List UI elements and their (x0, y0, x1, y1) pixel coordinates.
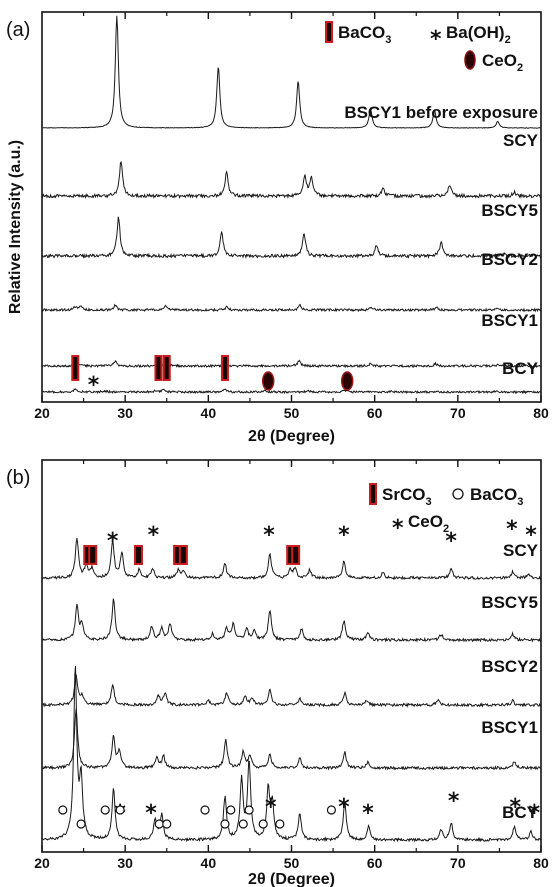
series-label-bscy1-before-exposure: BSCY1 before exposure (344, 103, 538, 122)
xrd-pattern-scy (41, 160, 542, 200)
legend-star-symbol: * (430, 27, 442, 52)
phase-marker-ellipse (340, 371, 354, 391)
legend-star-symbol: * (392, 516, 404, 541)
phase-marker-star: * (448, 789, 460, 814)
xrd-pattern-scy (41, 538, 542, 581)
phase-marker-star: * (506, 517, 518, 542)
series-label-scy: SCY (503, 541, 539, 560)
legend-label: Ba(OH)2 (446, 23, 511, 46)
legend-label: BaCO3 (470, 485, 523, 508)
xrd-pattern-bscy1 (41, 708, 542, 771)
phase-marker-star: * (338, 795, 350, 820)
legend-bar-symbol (325, 21, 333, 43)
series-label-bscy1: BSCY1 (481, 718, 538, 737)
phase-marker-star: * (263, 523, 275, 548)
x-tick-label: 50 (284, 855, 300, 871)
phase-marker-star: * (362, 801, 374, 826)
x-tick-label: 80 (533, 855, 549, 871)
plot-frame (41, 11, 542, 403)
x-tick-label: 80 (533, 405, 549, 421)
xrd-pattern-bscy2 (41, 674, 542, 708)
phase-marker-star: * (338, 523, 350, 548)
x-tick-label: 70 (450, 855, 466, 871)
x-tick-label: 60 (367, 405, 383, 421)
phase-marker-circle (76, 819, 86, 829)
phase-marker-circle (162, 819, 172, 829)
phase-marker-star: * (445, 529, 457, 554)
legend-label: BaCO3 (338, 23, 391, 46)
phase-marker-star: * (265, 795, 277, 820)
x-tick-label: 70 (450, 405, 466, 421)
phase-marker-star: * (509, 795, 521, 820)
panel-label: (a) (6, 19, 30, 41)
xrd-pattern-bscy5 (41, 598, 542, 643)
phase-marker-circle (258, 819, 268, 829)
series-label-bscy2: BSCY2 (481, 657, 538, 676)
x-tick-label: 20 (34, 855, 50, 871)
phase-marker-circle (200, 805, 210, 815)
panel-label: (b) (6, 467, 30, 489)
phase-marker-circle (238, 819, 248, 829)
phase-marker-circle (226, 805, 236, 815)
phase-marker-star: * (107, 529, 119, 554)
phase-marker-ellipse (261, 371, 275, 391)
legend-label: CeO2 (482, 51, 523, 74)
legend-bar-symbol (369, 483, 377, 505)
phase-marker-star: * (148, 523, 160, 548)
series-label-bscy5: BSCY5 (481, 201, 538, 220)
legend-ellipse-symbol (464, 50, 476, 70)
phase-marker-circle (115, 805, 125, 815)
x-axis-title: 2θ (Degree) (248, 871, 335, 887)
series-label-scy: SCY (503, 131, 539, 150)
series-label-bscy1: BSCY1 (481, 311, 538, 330)
xrd-pattern-bcy (41, 665, 542, 843)
xrd-pattern-bscy1-before-exposure (41, 15, 542, 129)
x-axis-title: 2θ (Degree) (248, 428, 335, 445)
legend-label: CeO2 (408, 512, 449, 535)
series-label-bscy5: BSCY5 (481, 593, 538, 612)
x-tick-label: 50 (284, 405, 300, 421)
x-tick-label: 40 (201, 855, 217, 871)
xrd-pattern-bcy (41, 388, 542, 395)
phase-marker-circle (220, 819, 230, 829)
phase-marker-star: * (529, 801, 541, 826)
phase-marker-bar (133, 545, 143, 565)
phase-marker-bar (178, 545, 188, 565)
phase-marker-bar (220, 355, 229, 381)
phase-marker-bar (162, 355, 171, 381)
x-tick-label: 20 (34, 405, 50, 421)
phase-marker-circle (100, 805, 110, 815)
series-label-bcy: BCY (502, 803, 539, 822)
x-tick-label: 60 (367, 855, 383, 871)
xrd-pattern-bscy2 (41, 303, 542, 313)
phase-marker-bar (291, 545, 301, 565)
series-label-bscy2: BSCY2 (481, 250, 538, 269)
phase-marker-circle (244, 805, 254, 815)
phase-marker-circle (275, 819, 285, 829)
xrd-pattern-bscy1 (41, 359, 541, 369)
phase-marker-star: * (525, 523, 537, 548)
phase-marker-star: * (145, 801, 157, 826)
phase-marker-star: * (88, 373, 100, 398)
series-label-bcy: BCY (502, 359, 539, 378)
phase-marker-circle (326, 805, 337, 815)
phase-marker-bar (88, 545, 98, 565)
panel-b: 20 30 40 50 60 70 80 2θ (Degree) (b) SCY BSCY5 BSCY… (6, 459, 549, 887)
plot-frame (41, 459, 542, 853)
x-tick-label: 30 (117, 405, 133, 421)
phase-marker-bar (154, 355, 163, 381)
phase-marker-bar (71, 355, 80, 381)
x-tick-label: 30 (117, 855, 133, 871)
legend-circle-symbol (452, 488, 464, 500)
panel-a: 20 30 40 50 60 70 80 2θ (Degree) Relative Intens… (6, 11, 549, 445)
y-axis-title: Relative Intensity (a.u.) (7, 140, 24, 314)
legend-label: SrCO3 (382, 485, 432, 508)
x-tick-label: 40 (201, 405, 217, 421)
phase-marker-circle (58, 805, 68, 815)
xrd-pattern-bscy5 (41, 216, 542, 260)
